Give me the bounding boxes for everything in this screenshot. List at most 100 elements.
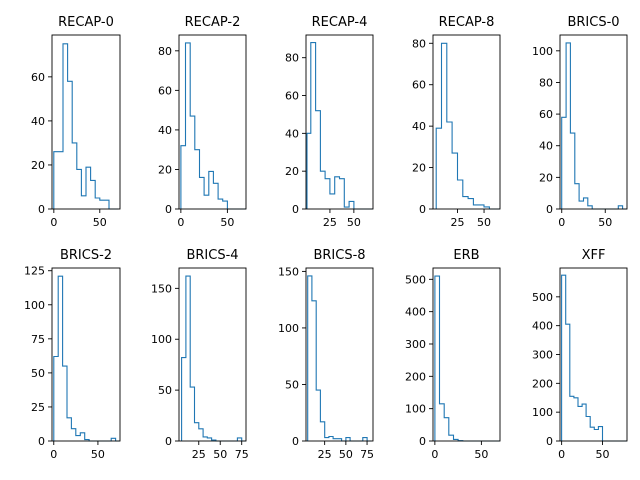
- x-tick-label: 50: [220, 216, 234, 229]
- x-tick-label: 25: [318, 448, 332, 461]
- x-tick-label: 50: [598, 216, 612, 229]
- x-tick-label: 50: [93, 216, 107, 229]
- panel-title: XFF: [582, 248, 606, 263]
- y-tick-label: 150: [278, 265, 299, 278]
- histogram-panel: 0 50 0 25 50 75 100 125 BRICS-2: [24, 248, 121, 461]
- histogram-step: [180, 42, 246, 210]
- y-tick-label: 60: [412, 79, 426, 92]
- histogram-panel: 25 50 75 0 50 100 150 BRICS-8: [278, 248, 374, 461]
- x-tick-label: 0: [177, 216, 184, 229]
- y-tick-label: 20: [539, 171, 553, 184]
- histogram-step: [306, 42, 373, 210]
- histogram-step: [181, 275, 246, 442]
- y-tick-label: 80: [539, 76, 553, 89]
- panel-title: BRICS-8: [313, 248, 365, 263]
- y-tick-label: 0: [546, 203, 553, 216]
- y-tick-label: 50: [31, 367, 45, 380]
- histogram-step: [53, 43, 119, 210]
- y-tick-label: 100: [278, 322, 299, 335]
- y-tick-label: 150: [151, 282, 172, 295]
- y-tick-label: 50: [285, 378, 299, 391]
- y-tick-label: 300: [405, 338, 426, 351]
- panel-title: ERB: [453, 248, 479, 263]
- histogram-panel: 0 50 0 20 40 60 80 100 BRICS-0: [532, 15, 628, 229]
- axes-frame: [51, 267, 121, 442]
- x-tick-label: 75: [235, 448, 249, 461]
- axes-frame: [178, 34, 247, 210]
- y-tick-label: 20: [412, 162, 426, 175]
- x-tick-label: 50: [595, 448, 609, 461]
- y-tick-label: 75: [31, 333, 45, 346]
- panel-title: RECAP-8: [439, 15, 495, 30]
- y-tick-label: 200: [405, 370, 426, 383]
- panel-title: BRICS-2: [60, 248, 112, 263]
- y-tick-label: 125: [24, 265, 45, 278]
- panel-title: BRICS-0: [567, 15, 619, 30]
- y-tick-label: 0: [165, 203, 172, 216]
- histogram-step: [435, 42, 500, 210]
- y-tick-label: 400: [532, 320, 553, 333]
- x-tick-label: 50: [474, 448, 488, 461]
- y-tick-label: 300: [532, 349, 553, 362]
- histogram-step: [434, 275, 500, 442]
- y-tick-label: 40: [31, 115, 45, 128]
- histogram-panel: 25 50 0 20 40 60 80 RECAP-4: [285, 15, 374, 229]
- y-tick-label: 40: [539, 140, 553, 153]
- y-tick-label: 100: [24, 299, 45, 312]
- y-tick-label: 40: [285, 127, 299, 140]
- y-tick-label: 100: [405, 403, 426, 416]
- y-tick-label: 25: [31, 401, 45, 414]
- histogram-panel: 25 50 0 20 40 60 80 RECAP-8: [412, 15, 501, 229]
- y-tick-label: 80: [285, 52, 299, 65]
- x-tick-label: 50: [91, 448, 105, 461]
- x-tick-label: 50: [213, 448, 227, 461]
- y-tick-label: 40: [412, 120, 426, 133]
- axes-frame: [432, 267, 501, 442]
- axes-frame: [51, 34, 121, 210]
- y-tick-label: 80: [158, 45, 172, 58]
- axes-frame: [305, 34, 374, 210]
- y-tick-label: 20: [285, 165, 299, 178]
- histogram-panel: 0 50 0 20 40 60 RECAP-0: [31, 15, 121, 229]
- x-tick-label: 50: [339, 448, 353, 461]
- y-tick-label: 0: [38, 435, 45, 448]
- histogram-step: [561, 42, 627, 210]
- histogram-panel: 25 50 75 0 50 100 150 BRICS-4: [151, 248, 249, 461]
- panel-title: RECAP-0: [58, 15, 114, 30]
- histogram-step: [561, 274, 627, 442]
- x-tick-label: 0: [558, 448, 565, 461]
- x-tick-label: 25: [450, 216, 464, 229]
- x-tick-label: 75: [360, 448, 374, 461]
- y-tick-label: 0: [419, 435, 426, 448]
- y-tick-label: 0: [292, 203, 299, 216]
- x-tick-label: 50: [347, 216, 361, 229]
- y-tick-label: 20: [158, 163, 172, 176]
- y-tick-label: 80: [412, 37, 426, 50]
- x-tick-label: 0: [431, 448, 438, 461]
- y-tick-label: 60: [285, 90, 299, 103]
- y-tick-label: 100: [532, 45, 553, 58]
- x-tick-label: 0: [558, 216, 565, 229]
- x-tick-label: 0: [50, 216, 57, 229]
- panel-title: RECAP-4: [312, 15, 368, 30]
- y-tick-label: 20: [31, 159, 45, 172]
- panel-title: RECAP-2: [185, 15, 241, 30]
- y-tick-label: 500: [532, 291, 553, 304]
- axes-frame: [432, 34, 501, 210]
- y-tick-label: 400: [405, 306, 426, 319]
- y-tick-label: 0: [38, 203, 45, 216]
- y-tick-label: 60: [539, 108, 553, 121]
- y-tick-label: 0: [165, 435, 172, 448]
- axes-frame: [559, 34, 628, 210]
- y-tick-label: 500: [405, 273, 426, 286]
- y-tick-label: 0: [546, 435, 553, 448]
- histogram-step: [307, 275, 372, 442]
- x-tick-label: 25: [323, 216, 337, 229]
- histogram-step: [53, 275, 120, 442]
- y-tick-label: 200: [532, 377, 553, 390]
- histogram-panel: 0 50 0 20 40 60 80 RECAP-2: [158, 15, 247, 229]
- axes-frame: [178, 267, 247, 442]
- y-tick-label: 0: [419, 203, 426, 216]
